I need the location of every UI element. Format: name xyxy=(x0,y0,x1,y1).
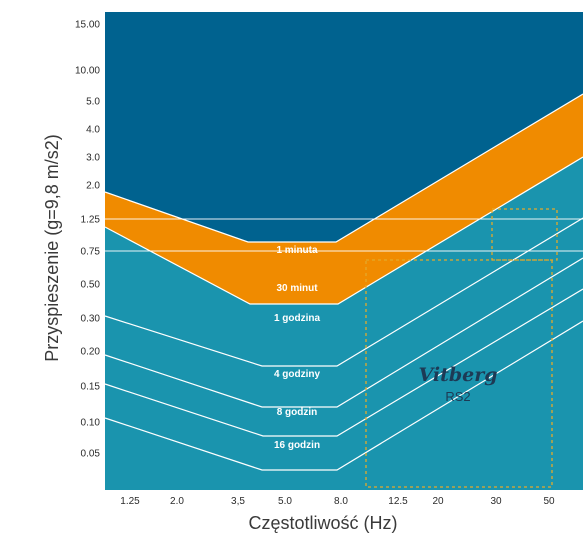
y-tick-label: 2.0 xyxy=(86,181,100,192)
curve-3 xyxy=(104,257,583,408)
y-tick-label: 4.0 xyxy=(86,125,100,136)
y-tick-label: 0.75 xyxy=(81,247,101,258)
model-name: RS2 xyxy=(445,389,470,404)
curve-5 xyxy=(104,320,583,471)
y-tick-label: 0.30 xyxy=(81,314,101,325)
y-tick-label: 0.05 xyxy=(81,449,101,460)
band-label-0: 1 minuta xyxy=(276,245,318,256)
x-tick-label: 50 xyxy=(543,496,555,507)
curve-1 xyxy=(104,156,583,305)
plot-area: 1 minuta 30 minut 1 godzina 4 godziny 8 godz… xyxy=(104,12,583,490)
dashed-box-0 xyxy=(365,259,553,488)
band-label-3: 4 godziny xyxy=(274,369,321,380)
y-axis-title: Przyspieszenie (g=9,8 m/s2) xyxy=(42,134,62,362)
y-tick-label: 1.25 xyxy=(81,215,101,226)
x-axis-title: Częstotliwość (Hz) xyxy=(248,513,397,533)
y-tick-label: 0.20 xyxy=(81,347,101,358)
y-tick-label: 3.0 xyxy=(86,153,100,164)
brand-logo: Vitberg xyxy=(418,364,497,386)
danger-zone xyxy=(105,12,583,242)
curve-0 xyxy=(104,93,583,243)
dashed-box-1 xyxy=(491,208,558,261)
x-tick-label: 1.25 xyxy=(120,496,140,507)
band-label-5: 16 godzin xyxy=(274,440,320,451)
x-tick-label: 3,5 xyxy=(231,496,245,507)
x-tick-label: 30 xyxy=(490,496,502,507)
y-tick-label: 5.0 xyxy=(86,97,100,108)
y-tick-label: 10.00 xyxy=(75,66,100,77)
x-tick-label: 5.0 xyxy=(278,496,292,507)
x-tick-label: 2.0 xyxy=(170,496,184,507)
curve-4 xyxy=(104,288,583,437)
y-tick-label: 15.00 xyxy=(75,20,100,31)
x-tick-label: 12.5 xyxy=(388,496,408,507)
y-tick-label: 0.50 xyxy=(81,280,101,291)
y-tick-label: 0.10 xyxy=(81,418,101,429)
x-tick-label: 8.0 xyxy=(334,496,348,507)
x-tick-label: 20 xyxy=(432,496,444,507)
band-label-1: 30 minut xyxy=(276,283,318,294)
curve-2 xyxy=(104,217,583,367)
band-label-4: 8 godzin xyxy=(277,407,318,418)
band-label-2: 1 godzina xyxy=(274,313,321,324)
y-tick-label: 0.15 xyxy=(81,382,101,393)
